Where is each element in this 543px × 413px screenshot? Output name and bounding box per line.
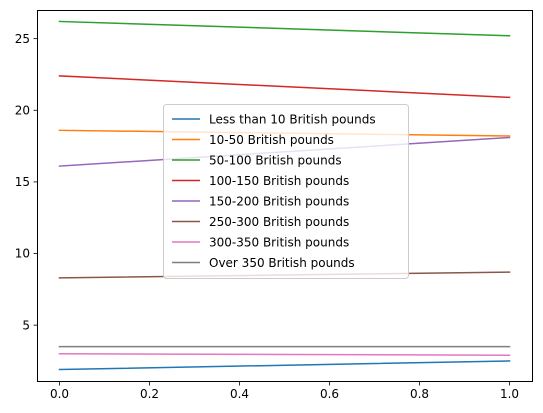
legend-label-0: Less than 10 British pounds [209, 112, 376, 126]
legend-box [163, 104, 409, 279]
series-line-6 [58, 353, 511, 356]
y-tick-label: 20 [15, 103, 30, 117]
x-tick-label: 0.6 [320, 387, 339, 401]
legend-label-3: 100-150 British pounds [209, 174, 349, 188]
y-tick-label: 10 [15, 247, 30, 261]
legend: Less than 10 British pounds 10-50 British… [163, 104, 409, 279]
series-line-0 [58, 360, 511, 371]
legend-label-6: 300-350 British pounds [209, 235, 349, 249]
y-tick-label: 15 [15, 175, 30, 189]
plot-frame [37, 10, 533, 382]
x-tick-label: 1.0 [500, 387, 519, 401]
y-tick-label: 5 [22, 318, 30, 332]
legend-label-2: 50-100 British pounds [209, 153, 342, 167]
x-tick-label: 0.2 [140, 387, 159, 401]
x-tick-label: 0.4 [230, 387, 249, 401]
legend-label-7: Over 350 British pounds [209, 256, 355, 270]
legend-label-4: 150-200 British pounds [209, 194, 349, 208]
legend-label-5: 250-300 British pounds [209, 215, 349, 229]
series-line-3 [58, 75, 511, 99]
legend-label-1: 10-50 British pounds [209, 133, 334, 147]
x-tick-label: 0.8 [410, 387, 429, 401]
y-tick-label: 25 [15, 32, 30, 46]
series-line-2 [58, 20, 511, 37]
axes-layer: 0.0 0.2 0.4 0.6 0.8 1.0 5 10 15 20 25 [15, 32, 519, 401]
x-tick-label: 0.0 [50, 387, 69, 401]
